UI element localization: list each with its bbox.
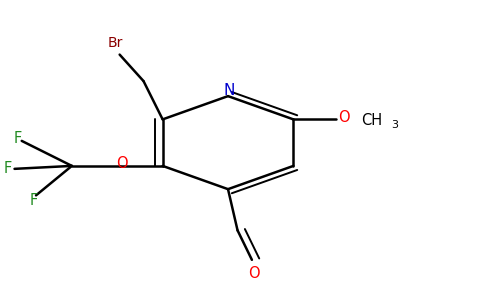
Text: Br: Br: [107, 36, 122, 50]
Text: N: N: [224, 83, 235, 98]
Text: O: O: [248, 266, 260, 281]
Text: CH: CH: [361, 113, 382, 128]
Text: O: O: [116, 156, 128, 171]
Text: F: F: [14, 131, 22, 146]
Text: 3: 3: [392, 120, 398, 130]
Text: O: O: [338, 110, 349, 125]
Text: F: F: [30, 193, 38, 208]
Text: F: F: [4, 161, 12, 176]
